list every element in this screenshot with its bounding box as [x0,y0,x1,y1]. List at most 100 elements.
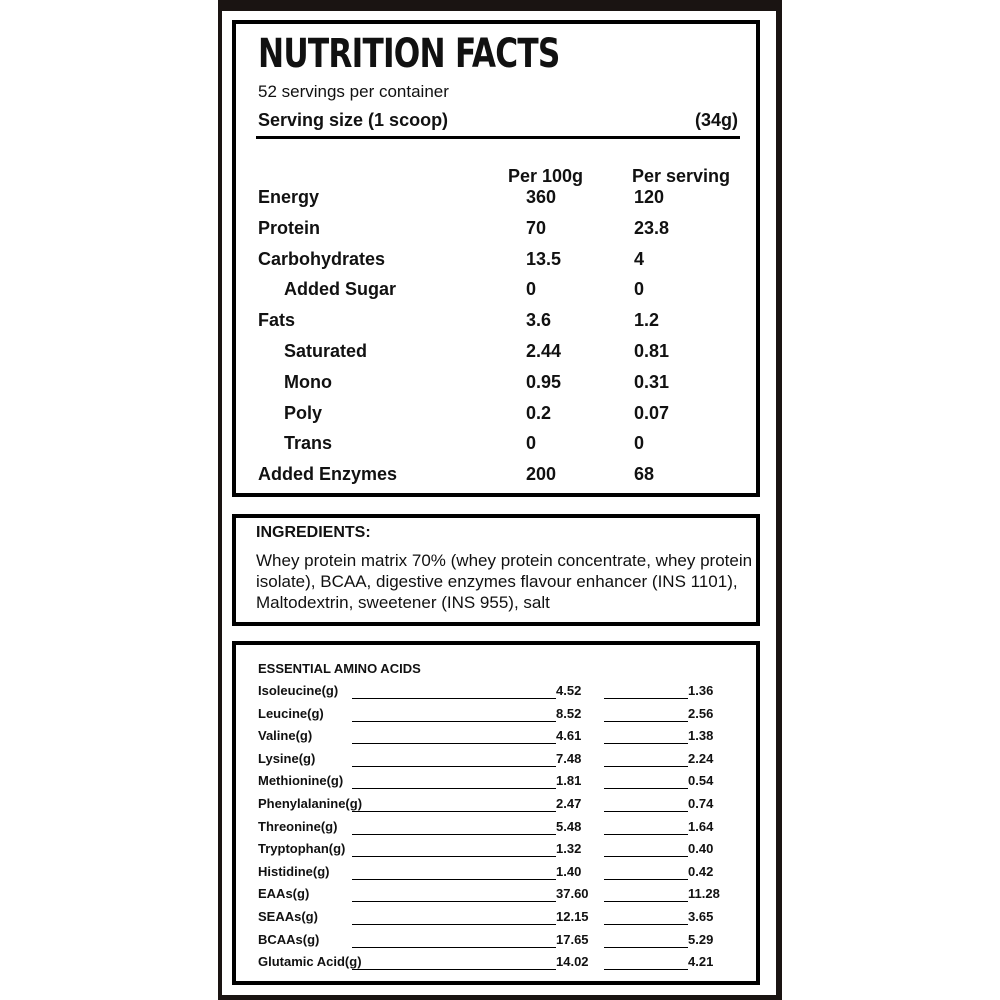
leader-line [352,720,556,722]
leader-line [352,810,556,812]
nutrient-per-serving: 0.07 [634,402,670,423]
amino-acid-per-serving: 1.64 [688,818,714,834]
amino-acid-per100g: 1.32 [556,841,582,857]
leader-line [604,855,688,858]
nutrient-name: Carbohydrates [258,248,386,269]
amino-acid-row: Phenylalanine(g) 2.47 0.74 [258,796,728,818]
amino-acid-row: Isoleucine(g) 4.52 1.36 [258,683,728,705]
amino-acid-row: Threonine(g) 5.48 1.64 [258,819,728,841]
amino-acid-name: Histidine(g) [258,863,330,879]
amino-acids-panel: ESSENTIAL AMINO ACIDS Isoleucine(g) 4.52 1… [232,641,760,985]
nutrient-per-serving: 0 [634,433,645,454]
leader-line [604,697,688,699]
nutrient-name: Added Enzymes [258,464,398,485]
nutrient-row: Energy 360 120 [236,187,756,217]
nutrient-per100g: 2.44 [526,341,562,361]
nutrient-name: Protein [258,217,321,238]
amino-acid-per100g: 1.40 [556,863,582,879]
amino-acid-per100g: 37.60 [556,886,589,902]
amino-acid-per-serving: 0.40 [688,841,714,857]
nutrient-row: Carbohydrates 13.5 4 [236,249,756,279]
leader-line [352,697,556,699]
divider-rule [256,136,740,139]
amino-acid-per-serving: 0.74 [688,796,714,811]
servings-per-container: 52 servings per container [258,82,449,101]
nutrient-name: Trans [284,433,333,454]
amino-acid-per100g: 17.65 [556,931,589,947]
nutrient-per100g: 0.2 [526,402,552,423]
leader-line [604,810,688,812]
leader-line [604,900,688,903]
amino-acid-name: Glutamic Acid(g) [258,954,362,970]
amino-acid-name: Lysine(g) [258,750,316,766]
nutrient-row: Mono 0.95 0.31 [236,372,756,402]
nutrient-per-serving: 68 [634,464,655,485]
nutrition-facts-title: NUTRITION FACTS [258,31,560,77]
leader-line [604,765,688,767]
leader-line [352,787,556,790]
leader-line [604,742,688,745]
amino-acid-row: Leucine(g) 8.52 2.56 [258,706,728,728]
amino-acid-name: Isoleucine(g) [258,683,339,698]
amino-acid-row: Valine(g) 4.61 1.38 [258,728,728,750]
amino-acid-per-serving: 0.54 [688,773,714,789]
amino-acid-name: BCAAs(g) [258,931,320,947]
serving-size-amount: (34g) [694,110,738,130]
leader-line [352,855,556,858]
ingredients-text: Whey protein matrix 70% (whey protein co… [256,551,753,612]
nutrient-row: Protein 70 23.8 [236,218,756,248]
nutrient-per-serving: 4 [634,248,645,269]
amino-acid-name: Methionine(g) [258,773,344,789]
nutrient-name: Fats [258,310,296,331]
amino-acid-per-serving: 5.29 [688,931,714,947]
nutrient-per100g: 0.95 [526,371,562,392]
nutrient-per100g: 70 [526,217,547,238]
amino-acid-per100g: 4.61 [556,728,582,744]
nutrient-per-serving: 0.81 [634,341,670,361]
amino-acid-per100g: 4.52 [556,683,582,698]
amino-acid-row: Lysine(g) 7.48 2.24 [258,751,728,773]
amino-acid-name: Tryptophan(g) [258,841,346,857]
leader-line [352,833,556,835]
nutrient-row: Fats 3.6 1.2 [236,310,756,340]
amino-acid-per100g: 14.02 [556,954,589,970]
amino-acid-per-serving: 11.28 [688,886,720,902]
amino-acid-name: EAAs(g) [258,886,310,902]
amino-acid-name: Threonine(g) [258,818,338,834]
leader-line [352,968,556,971]
amino-acid-per100g: 5.48 [556,818,582,834]
amino-acid-name: Valine(g) [258,728,313,744]
nutrient-row: Saturated 2.44 0.81 [236,341,756,371]
amino-acid-per100g: 1.81 [556,773,582,789]
leader-line [352,765,556,767]
amino-acid-per-serving: 1.36 [688,683,714,698]
amino-acid-row: BCAAs(g) 17.65 5.29 [258,932,728,954]
amino-acids-heading: ESSENTIAL AMINO ACIDS [258,661,421,676]
nutrient-name: Added Sugar [284,279,397,300]
amino-acid-per-serving: 0.42 [688,863,714,879]
nutrient-row: Added Enzymes 200 68 [236,464,756,494]
nutrient-per-serving: 0 [634,279,645,300]
column-header-per-serving: Per serving [632,166,731,186]
nutrient-per100g: 360 [526,187,557,207]
amino-acid-name: SEAAs(g) [258,909,318,924]
amino-acid-per-serving: 1.38 [688,728,714,744]
leader-line [352,742,556,745]
nutrition-facts-panel: NUTRITION FACTS 52 servings per containe… [232,20,760,497]
amino-acid-row: SEAAs(g) 12.15 3.65 [258,909,728,931]
nutrient-per100g: 0 [526,279,537,300]
amino-acid-per-serving: 2.56 [688,705,714,721]
amino-acid-per100g: 8.52 [556,705,582,721]
nutrient-name: Mono [284,371,332,392]
nutrient-per100g: 200 [526,464,557,485]
amino-acid-per-serving: 4.21 [688,954,714,970]
nutrient-row: Trans 0 0 [236,433,756,463]
amino-acid-name: Leucine(g) [258,705,324,721]
nutrient-per100g: 0 [526,433,537,454]
nutrient-per100g: 13.5 [526,248,562,269]
ingredients-panel: INGREDIENTS: Whey protein matrix 70% (wh… [232,514,760,626]
amino-acid-per100g: 7.48 [556,750,582,766]
leader-line [604,720,688,722]
column-header-per100g: Per 100g [508,166,584,186]
amino-acid-per-serving: 3.65 [688,909,714,924]
